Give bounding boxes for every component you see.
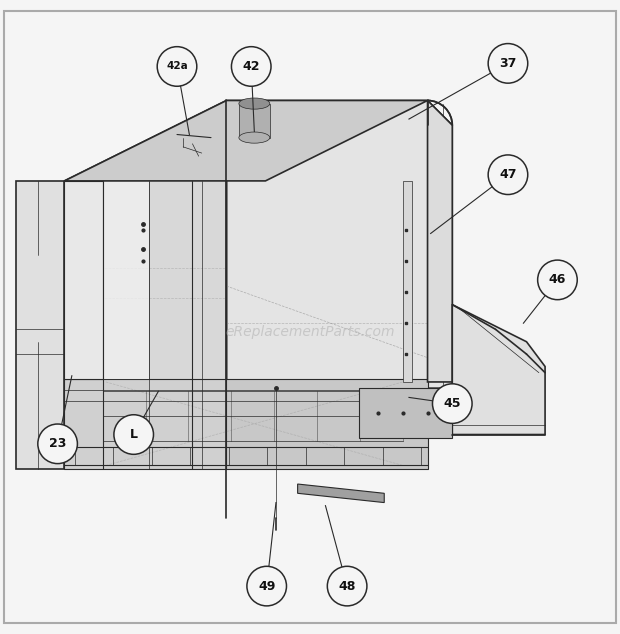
Text: eReplacementParts.com: eReplacementParts.com bbox=[225, 325, 395, 339]
Polygon shape bbox=[403, 181, 412, 382]
Polygon shape bbox=[64, 379, 226, 469]
Polygon shape bbox=[226, 379, 428, 469]
Polygon shape bbox=[64, 181, 103, 379]
Text: L: L bbox=[130, 428, 138, 441]
Text: 42: 42 bbox=[242, 60, 260, 73]
Polygon shape bbox=[64, 100, 226, 469]
Polygon shape bbox=[452, 304, 545, 434]
Polygon shape bbox=[239, 103, 270, 138]
Polygon shape bbox=[226, 100, 452, 388]
Text: 45: 45 bbox=[443, 397, 461, 410]
Circle shape bbox=[231, 47, 271, 86]
Circle shape bbox=[538, 260, 577, 300]
Circle shape bbox=[488, 155, 528, 195]
Text: 49: 49 bbox=[258, 579, 275, 593]
Ellipse shape bbox=[239, 132, 270, 143]
Circle shape bbox=[433, 384, 472, 424]
Circle shape bbox=[488, 44, 528, 83]
Polygon shape bbox=[103, 181, 149, 379]
Polygon shape bbox=[360, 388, 452, 437]
Text: 42a: 42a bbox=[166, 61, 188, 72]
Text: 37: 37 bbox=[499, 57, 516, 70]
Polygon shape bbox=[16, 181, 64, 469]
Text: 48: 48 bbox=[339, 579, 356, 593]
Text: 47: 47 bbox=[499, 168, 516, 181]
Ellipse shape bbox=[239, 98, 270, 109]
Polygon shape bbox=[428, 100, 452, 382]
Circle shape bbox=[247, 566, 286, 606]
Circle shape bbox=[157, 47, 197, 86]
Circle shape bbox=[327, 566, 367, 606]
Text: 23: 23 bbox=[49, 437, 66, 450]
Text: 46: 46 bbox=[549, 273, 566, 287]
Polygon shape bbox=[298, 484, 384, 503]
Circle shape bbox=[38, 424, 78, 463]
Polygon shape bbox=[64, 100, 428, 181]
Circle shape bbox=[114, 415, 154, 455]
